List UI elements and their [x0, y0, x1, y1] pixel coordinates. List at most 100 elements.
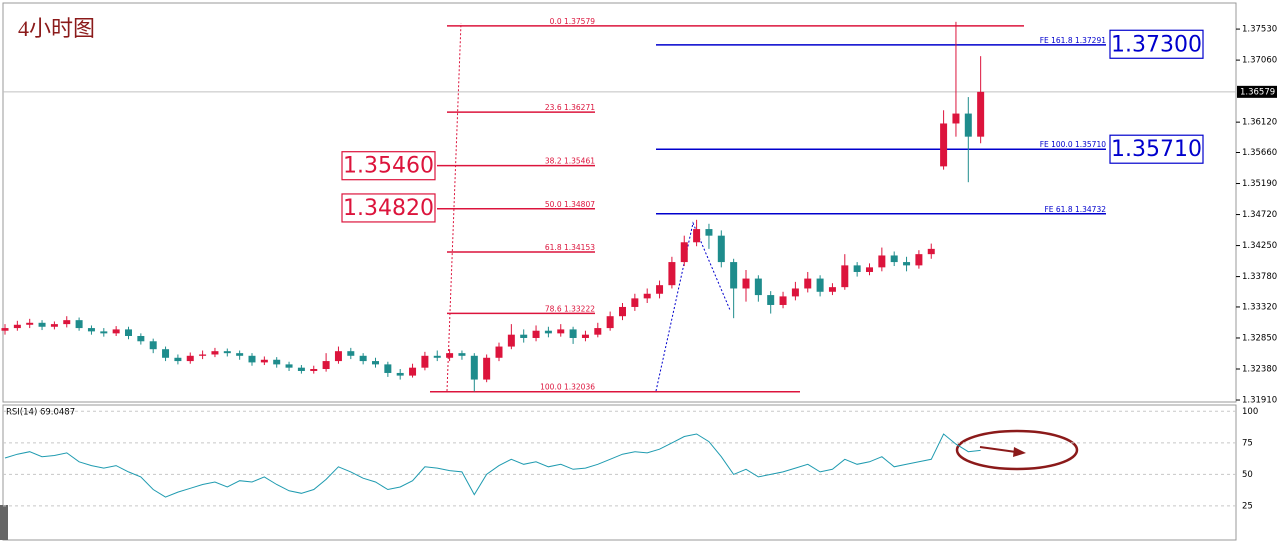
candle-body: [236, 353, 244, 356]
scroll-handle[interactable]: [0, 505, 8, 540]
price-box-label: 1.35460: [343, 154, 434, 179]
candle-body: [1, 328, 9, 331]
candle-body: [631, 298, 639, 307]
candle-body: [804, 278, 812, 289]
candle-body: [174, 357, 182, 362]
candle-body: [100, 331, 108, 334]
y-tick-label: 1.32380: [1242, 364, 1277, 374]
fib-label: 23.6 1.36271: [545, 103, 595, 112]
candle-body: [372, 361, 379, 365]
candle-body: [458, 353, 466, 356]
candle-body: [964, 113, 972, 137]
candle-body: [149, 341, 157, 350]
candle-body: [791, 288, 799, 297]
candle-body: [409, 367, 417, 376]
candle-body: [903, 262, 911, 266]
y-tick-label: 1.33320: [1242, 302, 1277, 312]
candle-body: [483, 357, 491, 380]
candle-body: [285, 364, 293, 368]
candle-body: [890, 255, 898, 263]
candle-body: [495, 346, 503, 358]
candle-body: [656, 285, 664, 294]
candle-body: [952, 113, 960, 124]
candle-body: [668, 262, 676, 286]
arrow-shaft: [979, 446, 1017, 453]
candle-body: [50, 324, 58, 327]
y-tick-label: 1.36120: [1242, 118, 1277, 128]
rsi-title: RSI(14) 69.0487: [6, 408, 75, 418]
candle-body: [853, 265, 861, 272]
highlight-ellipse: [955, 429, 1079, 471]
price-box: [341, 151, 436, 181]
y-tick-label: 1.34720: [1242, 210, 1277, 220]
candle-body: [866, 267, 873, 272]
fe-trend: [655, 221, 731, 392]
y-tick-label: 75: [1242, 438, 1253, 448]
candle-body: [940, 123, 948, 167]
candle-body: [730, 262, 738, 289]
price-box-label: 1.37300: [1111, 32, 1202, 57]
rsi-line: [4, 433, 981, 498]
candle-body: [322, 361, 330, 369]
fe-label: FE 61.8 1.34732: [1044, 205, 1106, 214]
fib-label: 61.8 1.34153: [545, 243, 595, 252]
y-tick-label: 1.32850: [1242, 333, 1277, 343]
candle-body: [421, 355, 429, 368]
candle-body: [680, 242, 688, 263]
candle-body: [75, 320, 83, 329]
candle-body: [125, 329, 132, 336]
price-box: [1109, 134, 1204, 164]
candle-body: [927, 248, 935, 255]
candle-body: [569, 329, 577, 338]
candle-body: [544, 330, 552, 334]
candle-body: [248, 355, 256, 363]
price-box: [1109, 29, 1204, 59]
candle-body: [112, 329, 120, 334]
y-tick-label: 1.34250: [1242, 241, 1277, 251]
candle-body: [507, 334, 515, 347]
candle-body: [186, 355, 194, 362]
candle-body: [470, 355, 478, 380]
candle-body: [643, 293, 651, 299]
rsi-panel: [2, 404, 1237, 541]
fib-label: 100.0 1.32036: [540, 383, 595, 392]
fib-trend: [446, 22, 462, 392]
price-box: [341, 193, 436, 223]
y-tick-label: 1.37530: [1242, 25, 1277, 35]
candle-body: [162, 349, 170, 358]
candle-body: [310, 368, 318, 371]
price-box-label: 1.35710: [1111, 137, 1202, 162]
candle-body: [717, 235, 725, 263]
candle-body: [446, 353, 454, 358]
y-tick-label: 1.35660: [1242, 148, 1277, 158]
candle-body: [26, 322, 34, 325]
candle-body: [297, 367, 305, 371]
candle-body: [137, 335, 145, 342]
fe-label: FE 161.8 1.37291: [1040, 36, 1107, 45]
candle-body: [816, 278, 824, 292]
fib-label: 50.0 1.34807: [545, 200, 595, 209]
candle-body: [828, 287, 836, 292]
current-price-tag: [1237, 85, 1277, 98]
fe-label: FE 100.0 1.35710: [1040, 140, 1107, 149]
candle-body: [705, 229, 713, 236]
candle-body: [63, 320, 71, 325]
candle-body: [878, 255, 886, 268]
fib-label: 78.6 1.33222: [545, 304, 595, 313]
candle-body: [841, 265, 849, 288]
candle-body: [619, 306, 626, 317]
arrow-head: [1013, 447, 1026, 457]
fib-label: 38.2 1.35461: [545, 157, 595, 166]
y-tick-label: 1.31910: [1242, 396, 1277, 406]
candle-body: [87, 328, 95, 332]
candle-body: [520, 334, 528, 338]
candle-body: [742, 278, 750, 289]
candle-body: [915, 254, 923, 266]
candle-body: [693, 229, 701, 243]
candle-body: [334, 351, 342, 362]
chart-title: 4小时图: [18, 16, 95, 41]
y-tick-label: 1.37060: [1242, 56, 1277, 66]
candle-body: [384, 364, 392, 373]
candle-body: [594, 328, 602, 335]
candle-body: [223, 351, 231, 354]
